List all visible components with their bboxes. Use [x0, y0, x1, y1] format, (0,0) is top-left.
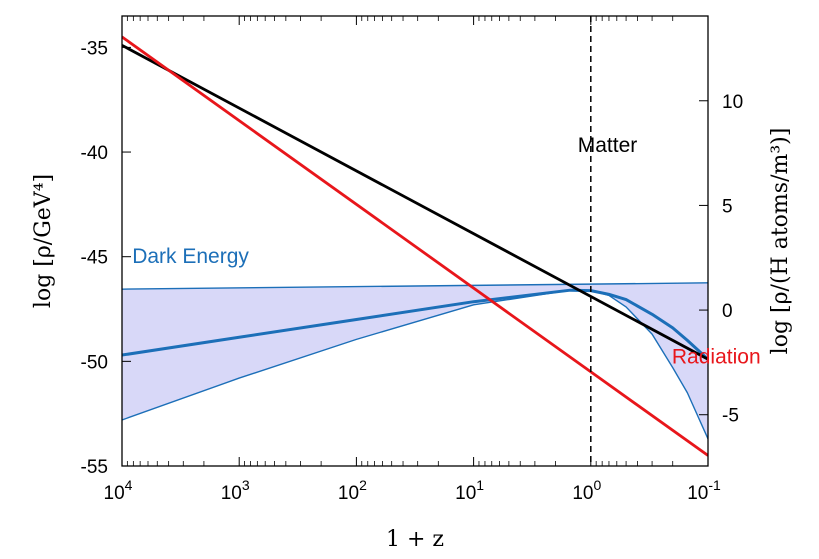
dark-energy-upper-line [122, 282, 708, 290]
x-tick-label: 101 [455, 477, 484, 504]
axis-title-layer: 1 + z log [ρ/GeV⁴] log [ρ/(H atoms/m³)] [31, 128, 793, 552]
y-right-tick-label: -5 [722, 406, 739, 427]
y-tick-label: -35 [81, 38, 108, 59]
series-label-radiation: Radiation [672, 345, 761, 368]
x-tick-label: 100 [572, 477, 601, 504]
y-axis-title-right: log [ρ/(H atoms/m³)] [768, 128, 793, 355]
y-tick-label: -50 [81, 352, 108, 373]
y-tick-label: -55 [81, 457, 108, 478]
x-tick-label: 102 [338, 477, 367, 504]
y-axis-title-left: log [ρ/GeV⁴] [31, 174, 56, 308]
y-tick-label: -40 [81, 143, 108, 164]
x-tick-label: 103 [221, 477, 250, 504]
y-right-tick-label: 5 [722, 196, 733, 217]
y-right-tick-label: 0 [722, 301, 733, 322]
x-axis-title: 1 + z [386, 527, 444, 552]
x-tick-label: 104 [104, 477, 133, 504]
annotation-layer: Matter Radiation Dark Energy [132, 134, 760, 368]
series-layer [122, 35, 708, 457]
dark-energy-line [122, 288, 708, 361]
ticks-layer: 104 103 102 101 100 10-1 -35 -40 -45 -50 -55 10 5 0 -5 [81, 16, 743, 504]
dark-energy-band-layer [122, 282, 708, 439]
y-tick-label: -45 [81, 248, 108, 269]
x-tick-label: 10-1 [687, 477, 721, 504]
series-label-dark-energy: Dark Energy [132, 245, 249, 268]
dark-energy-band [122, 282, 708, 439]
series-label-matter: Matter [578, 134, 638, 157]
matter-line [122, 44, 708, 361]
radiation-line [122, 35, 708, 457]
plot-frame [121, 15, 709, 467]
y-right-tick-label: 10 [722, 92, 743, 113]
